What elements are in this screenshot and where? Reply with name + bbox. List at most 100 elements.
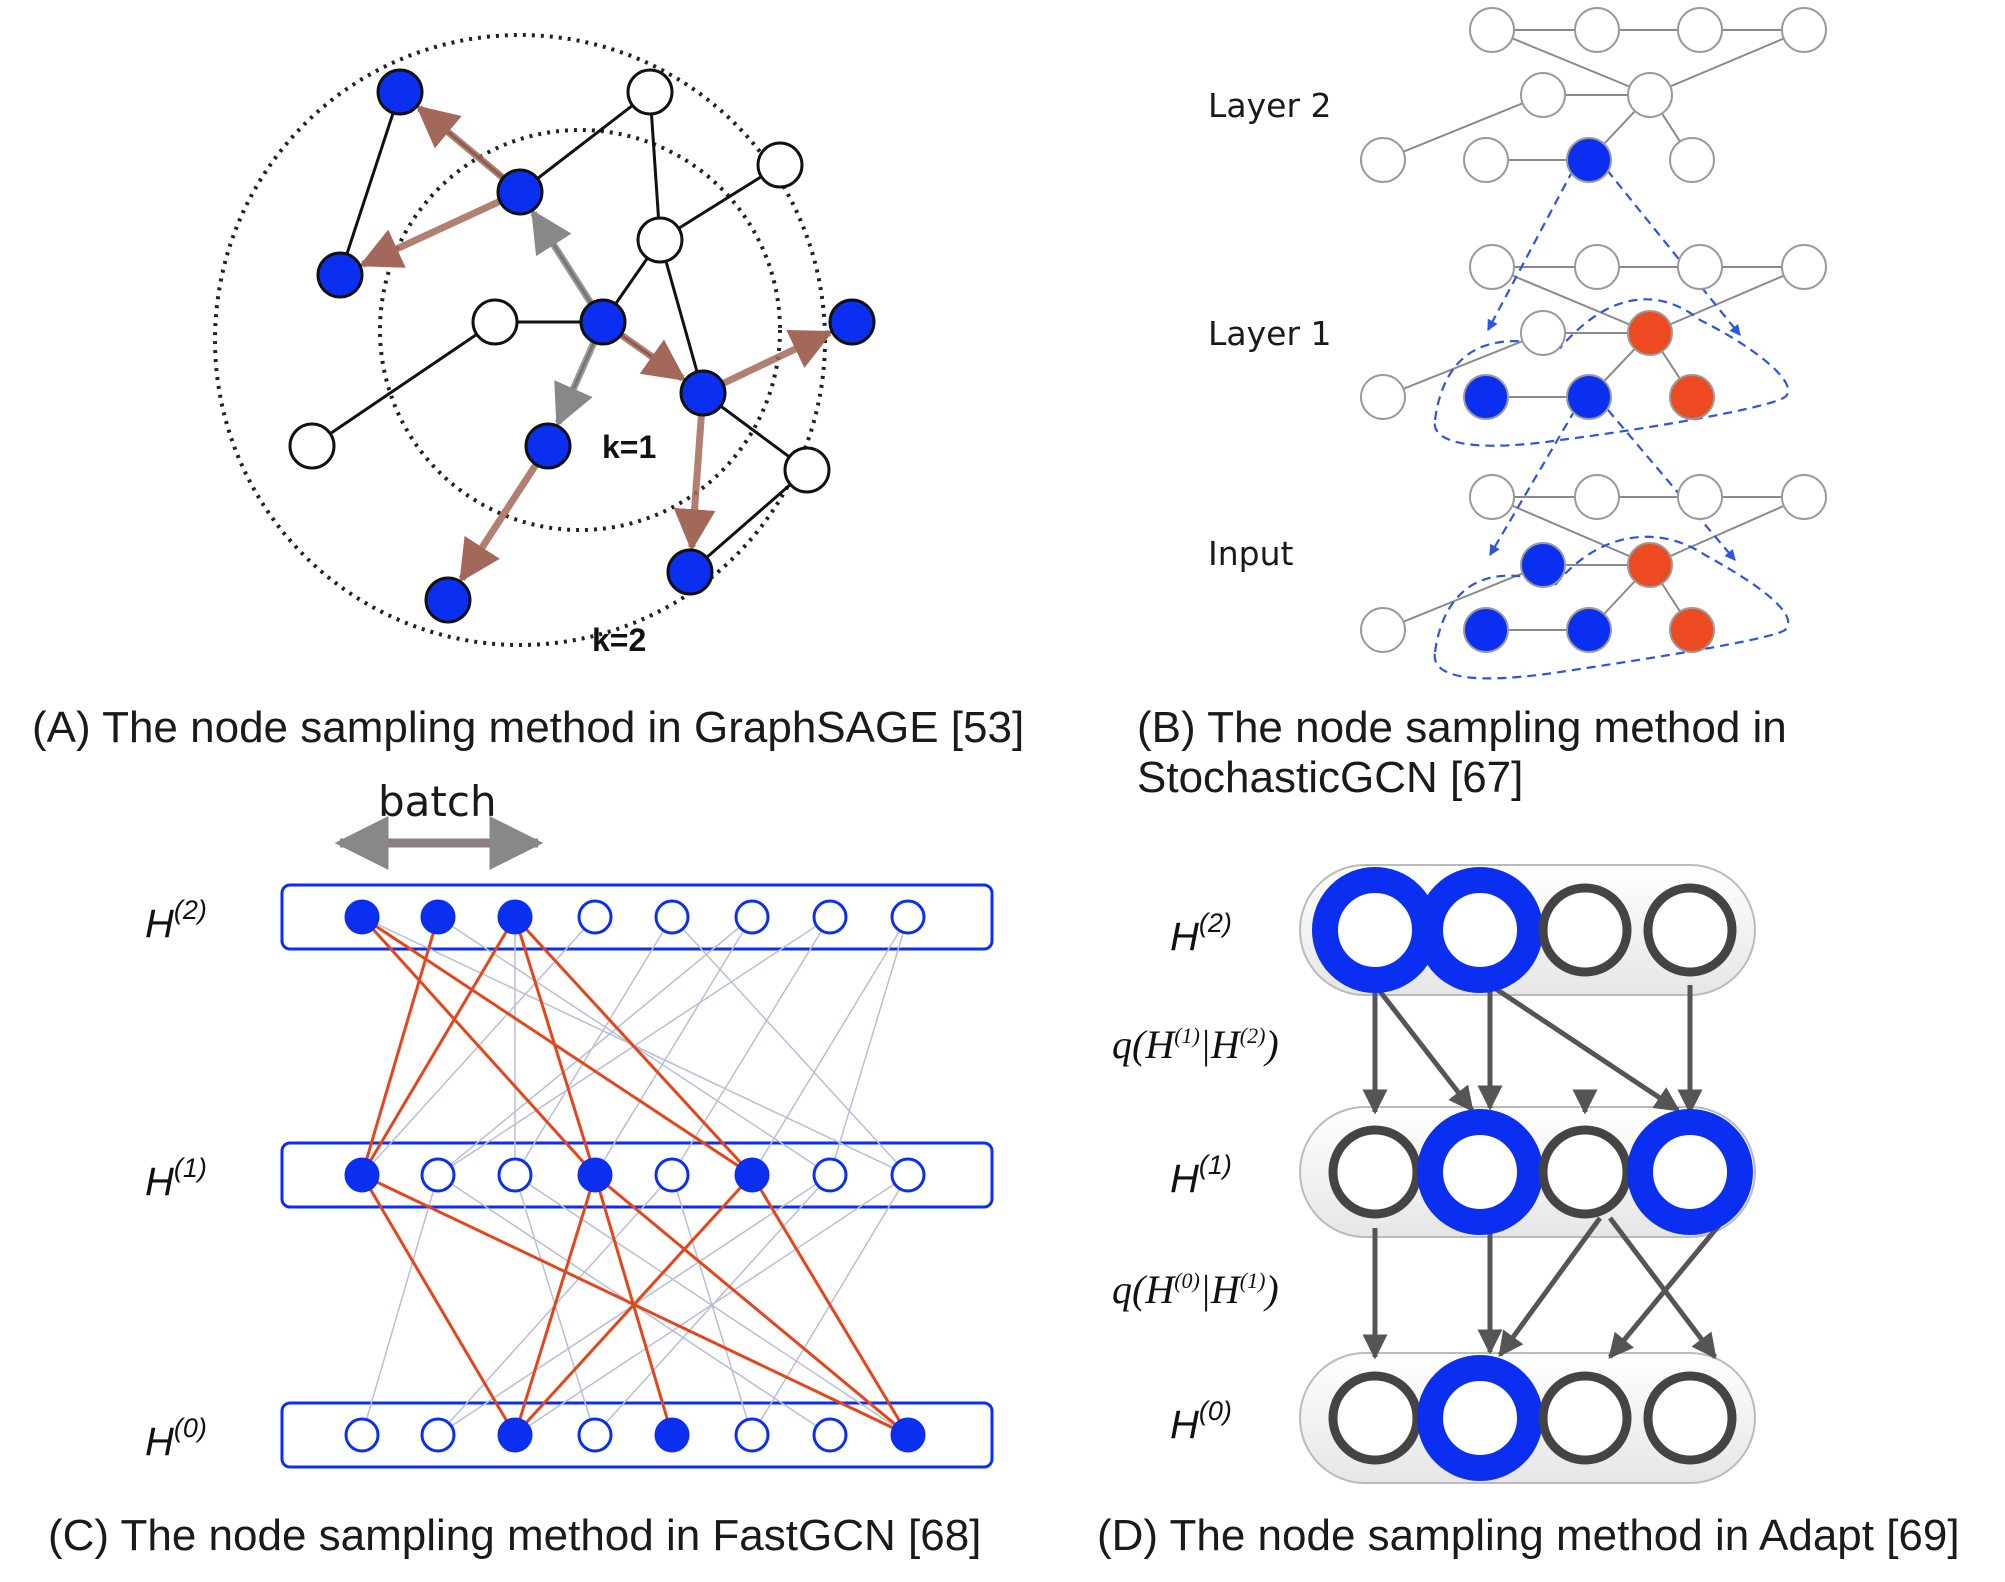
q-label-1-post: ) bbox=[1263, 1022, 1278, 1067]
layer-label-base: H bbox=[1170, 1403, 1199, 1447]
control-variate-node bbox=[1627, 542, 1673, 588]
k2-hop-circle bbox=[213, 33, 827, 647]
layer-label-h0: H(0) bbox=[1170, 1396, 1232, 1447]
batch-label: batch bbox=[378, 777, 497, 826]
node bbox=[420, 1417, 456, 1453]
layer-nodes bbox=[1360, 7, 1827, 653]
sampling-arrow bbox=[458, 459, 542, 583]
layer-edges bbox=[1382, 29, 1805, 631]
sampled-node bbox=[654, 1417, 690, 1453]
node bbox=[1781, 244, 1827, 290]
layer-edge bbox=[1649, 266, 1805, 334]
node bbox=[812, 1417, 848, 1453]
node bbox=[1360, 137, 1406, 183]
layer-1-label: Layer 1 bbox=[1208, 314, 1332, 353]
node bbox=[1469, 474, 1515, 520]
node bbox=[734, 899, 770, 935]
layer-edge bbox=[1491, 266, 1651, 334]
node bbox=[812, 899, 848, 935]
node bbox=[1677, 7, 1723, 53]
input-label: Input bbox=[1208, 534, 1294, 573]
panel-b-stochasticgcn: Layer 2 Layer 1 Input (B) The node sampl… bbox=[1137, 7, 1827, 802]
sampled-node bbox=[577, 1157, 613, 1193]
sampled-node bbox=[497, 899, 533, 935]
layer-edge bbox=[1491, 496, 1651, 566]
node bbox=[654, 1157, 690, 1193]
node bbox=[1781, 7, 1827, 53]
layer-label-sup: (1) bbox=[1199, 1150, 1232, 1180]
sampled-node bbox=[420, 899, 456, 935]
node bbox=[577, 899, 613, 935]
q-label-1-sup1: (1) bbox=[1174, 1023, 1200, 1048]
k1-label: k=1 bbox=[602, 429, 656, 465]
node bbox=[1643, 1371, 1737, 1465]
node bbox=[344, 1417, 380, 1453]
sampled-node bbox=[376, 68, 424, 116]
layer-labels: H(2)H(1)H(0) bbox=[145, 895, 207, 1464]
q-label-2-sup2: (1) bbox=[1240, 1268, 1266, 1293]
q-label-2-pre: q(H bbox=[1112, 1267, 1176, 1312]
layer-label-base: H bbox=[145, 1420, 174, 1464]
graph-edge bbox=[338, 91, 402, 276]
node bbox=[890, 1157, 926, 1193]
sampled-edge bbox=[513, 1174, 597, 1436]
layer-box bbox=[280, 883, 994, 951]
node bbox=[1538, 883, 1632, 977]
panel-d-adapt: H(2)H(1)H(0) q(H(1)|H(2)) q(H(0)|H(1)) (… bbox=[1097, 864, 1960, 1560]
node bbox=[1520, 72, 1566, 118]
control-variate-node bbox=[1669, 607, 1715, 653]
node bbox=[1328, 1371, 1422, 1465]
graph-nodes bbox=[288, 68, 876, 624]
unsampled-edge bbox=[671, 916, 831, 1176]
layer-labels: H(2)H(1)H(0) bbox=[1170, 908, 1232, 1447]
layer-edge bbox=[1382, 94, 1544, 161]
sampling-arrow bbox=[415, 105, 509, 184]
sampled-edge bbox=[513, 916, 597, 1176]
node bbox=[756, 141, 804, 189]
dependency-line bbox=[1489, 409, 1576, 556]
layer-boxes bbox=[280, 883, 994, 1469]
sampled-node bbox=[497, 1417, 533, 1453]
sampled-node bbox=[1627, 1109, 1753, 1235]
unsampled-edge bbox=[671, 916, 909, 1176]
sampling-arrow bbox=[1488, 982, 1681, 1113]
node bbox=[812, 1157, 848, 1193]
k2-label: k=2 bbox=[592, 622, 646, 658]
node bbox=[497, 1157, 533, 1193]
panel-d-caption: (D) The node sampling method in Adapt [6… bbox=[1097, 1511, 1960, 1560]
layer-nodes bbox=[344, 899, 926, 1453]
unsampled-edge bbox=[514, 916, 673, 1176]
panel-a-caption: (A) The node sampling method in GraphSAG… bbox=[32, 703, 1024, 752]
node bbox=[890, 899, 926, 935]
sampled-node bbox=[1463, 607, 1509, 653]
node bbox=[1574, 244, 1620, 290]
sampled-node bbox=[828, 298, 876, 346]
node bbox=[1669, 137, 1715, 183]
unsampled-edge bbox=[751, 916, 909, 1176]
node bbox=[626, 68, 674, 116]
sampled-node bbox=[579, 298, 627, 346]
node bbox=[1643, 883, 1737, 977]
sampling-arrow bbox=[615, 329, 687, 382]
panel-b-caption-line2: StochasticGCN [67] bbox=[1137, 753, 1523, 802]
sampled-node bbox=[666, 548, 714, 596]
panel-c-fastgcn: batch H(2)H(1)H(0) (C) The node sampling… bbox=[48, 777, 994, 1560]
receptive-field-outline bbox=[1433, 298, 1790, 447]
layer-label-sup: (0) bbox=[1199, 1396, 1232, 1426]
unsampled-edge bbox=[437, 916, 753, 1176]
sampling-arrow bbox=[554, 337, 599, 427]
sampled-node bbox=[679, 369, 727, 417]
sampling-arrow bbox=[1608, 1216, 1727, 1359]
control-variate-node bbox=[1669, 374, 1715, 420]
node bbox=[1469, 244, 1515, 290]
sampling-arrow bbox=[358, 196, 506, 268]
sampled-edge bbox=[360, 916, 517, 1176]
layer-label-base: H bbox=[145, 1160, 174, 1204]
sampled-node bbox=[1417, 867, 1543, 993]
layer-label-h1: H(1) bbox=[145, 1153, 207, 1204]
sampled-edge bbox=[361, 915, 753, 1177]
layer-edge bbox=[1382, 332, 1544, 398]
graph-edge bbox=[519, 90, 651, 194]
